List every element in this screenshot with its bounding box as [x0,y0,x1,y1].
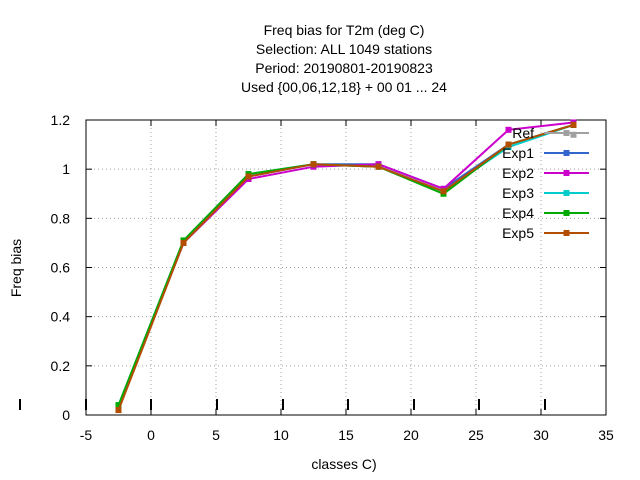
legend-label: Ref [512,125,534,141]
legend: Ref Exp1 Exp2 Exp3 Exp4 Exp5 [502,125,589,241]
data-point-exp4 [115,402,122,409]
legend-label: Exp4 [502,205,534,221]
x-tick-label: -5 [80,427,93,443]
y-tick-label: 1.2 [51,112,71,128]
data-point-exp5 [440,188,447,195]
legend-swatch-marker [563,130,570,136]
data-point-exp5 [375,163,382,170]
axis-bar-mark [347,399,349,410]
grid-lines [86,120,606,415]
y-axis-bottom-marks [19,399,546,410]
legend-swatch-marker [563,170,570,176]
axis-bar-mark [478,399,480,410]
legend-swatch-marker [563,150,570,156]
y-tick-label: 0.8 [51,210,71,226]
x-tick-label: 15 [338,427,354,443]
axis-bar-mark [19,399,21,410]
data-point-exp2 [505,126,512,133]
data-point-exp5 [245,173,252,180]
y-axis-label: Freq bias [8,239,24,297]
x-tick-label: 5 [212,427,220,443]
data-series [115,119,577,414]
series-line-exp5 [117,123,574,411]
data-point-exp5 [180,239,187,246]
x-tick-label: 20 [403,427,419,443]
axis-bar-mark [85,399,87,410]
chart-title: Freq bias for T2m (deg C) Selection: ALL … [241,22,447,95]
y-tick-label: 0.2 [51,358,71,374]
title-line: Period: 20190801-20190823 [255,60,433,76]
y-tick-label: 0.4 [51,309,71,325]
data-point-exp5 [310,161,317,168]
axis-bar-mark [216,399,218,410]
title-line: Freq bias for T2m (deg C) [264,22,425,38]
data-point-exp5 [505,141,512,148]
x-tick-label: 25 [468,427,484,443]
legend-label: Exp5 [502,225,534,241]
x-tick-label: 30 [533,427,549,443]
data-point-exp5 [115,407,122,414]
legend-swatch-marker [563,190,570,196]
legend-label: Exp1 [502,145,534,161]
data-point-exp5 [570,121,577,128]
legend-swatch-marker [563,230,570,236]
x-tick-label: 35 [598,427,614,443]
y-tick-labels: 0 0.2 0.4 0.6 0.8 1 1.2 [51,112,71,423]
axis-bar-mark [282,399,284,410]
title-line: Used {00,06,12,18} + 00 01 ... 24 [241,79,447,95]
legend-label: Exp2 [502,165,534,181]
x-axis-label: classes C) [311,456,376,472]
axis-bar-mark [413,399,415,410]
axis-ticks [85,119,607,416]
y-tick-label: 1 [62,161,70,177]
title-line: Selection: ALL 1049 stations [256,41,432,57]
x-tick-labels: -5 0 5 10 15 20 25 30 35 [80,427,614,443]
y-tick-label: 0.6 [51,260,71,276]
axis-bar-mark [544,399,546,410]
data-point-ref [570,131,577,138]
x-tick-label: 10 [273,427,289,443]
x-tick-label: 0 [147,427,155,443]
legend-swatch-marker [563,210,570,216]
legend-label: Exp3 [502,185,534,201]
y-tick-label: 0 [62,407,70,423]
axis-bar-mark [150,399,152,410]
